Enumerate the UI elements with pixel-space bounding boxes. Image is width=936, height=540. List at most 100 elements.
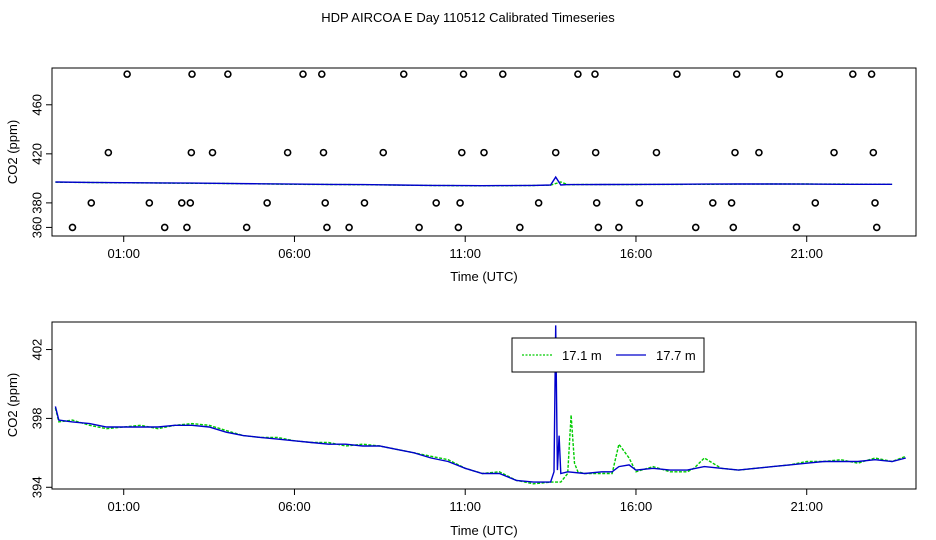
scatter-point xyxy=(652,148,661,157)
scatter-point xyxy=(263,199,271,207)
top-y-tick-label: 420 xyxy=(29,143,44,165)
scatter-point xyxy=(186,199,195,207)
scatter-point xyxy=(319,148,328,157)
bottom-y-tick-label: 394 xyxy=(29,476,44,498)
scatter-point xyxy=(187,148,196,157)
top-y-tick-label: 360 xyxy=(29,217,44,239)
scatter-point xyxy=(188,70,196,78)
top-x-tick-label: 06:00 xyxy=(278,246,311,261)
scatter-point xyxy=(775,70,784,78)
scatter-point xyxy=(283,148,292,157)
scatter-point xyxy=(242,223,251,232)
bottom-y-tick-label: 402 xyxy=(29,339,44,361)
scatter-point xyxy=(480,148,488,157)
scatter-point xyxy=(317,70,326,78)
scatter-point xyxy=(849,70,857,78)
top-x-tick-label: 11:00 xyxy=(449,246,481,261)
bottom-series-lines xyxy=(54,325,907,485)
scatter-point xyxy=(454,223,463,232)
scatter-point xyxy=(160,223,169,232)
bottom-x-tick-label: 21:00 xyxy=(790,499,823,514)
scatter-point xyxy=(673,70,681,78)
scatter-point xyxy=(323,223,331,232)
scatter-point xyxy=(551,148,560,157)
scatter-point xyxy=(574,70,582,78)
scatter-point xyxy=(299,70,307,78)
scatter-point xyxy=(591,148,600,157)
scatter-point xyxy=(177,199,186,207)
legend-label-17-7m: 17.7 m xyxy=(656,348,696,363)
scatter-point xyxy=(591,70,599,78)
scatter-point xyxy=(345,223,353,232)
scatter-point xyxy=(399,70,408,78)
legend-box xyxy=(511,337,705,373)
scatter-point xyxy=(727,199,736,207)
scatter-point xyxy=(811,199,820,207)
scatter-point xyxy=(321,199,330,207)
bottom-panel: 01:00 06:00 11:00 16:00 21:00 394 398 402 Time… xyxy=(5,321,917,538)
top-x-tick-label: 01:00 xyxy=(107,246,140,261)
scatter-point xyxy=(458,148,466,157)
scatter-point xyxy=(869,148,878,157)
scatter-point xyxy=(68,223,77,232)
scatter-point xyxy=(145,199,154,207)
scatter-point xyxy=(872,223,881,232)
scatter-point xyxy=(592,199,601,207)
top-series-lines xyxy=(55,175,893,187)
bottom-x-tick-label: 16:00 xyxy=(620,499,653,514)
top-series-line-17-7-m xyxy=(55,175,893,187)
scatter-point xyxy=(183,223,191,232)
scatter-point xyxy=(516,223,524,232)
scatter-point xyxy=(208,148,217,157)
scatter-point xyxy=(104,148,113,157)
bottom-x-tick-label: 11:00 xyxy=(449,499,481,514)
top-y-axis: 360 380 420 460 xyxy=(29,94,52,238)
scatter-point xyxy=(830,148,838,157)
legend-label-17-1m: 17.1 m xyxy=(562,348,602,363)
scatter-point xyxy=(224,70,232,78)
top-x-axis-label: Time (UTC) xyxy=(450,269,517,284)
scatter-point xyxy=(360,199,369,207)
top-x-tick-label: 21:00 xyxy=(790,246,823,261)
top-y-axis-label: CO2 (ppm) xyxy=(5,120,20,184)
scatter-point xyxy=(709,199,717,207)
scatter-point xyxy=(123,70,131,78)
scatter-point xyxy=(867,70,876,78)
scatter-point xyxy=(871,199,879,207)
scatter-point xyxy=(379,148,388,157)
bottom-y-tick-label: 398 xyxy=(29,408,44,430)
scatter-point xyxy=(635,199,644,207)
chart-legend: 17.1 m 17.7 m xyxy=(511,337,705,373)
top-scatter-points xyxy=(68,70,881,232)
scatter-point xyxy=(792,223,801,232)
scatter-point xyxy=(432,199,440,207)
top-panel: 01:00 06:00 11:00 16:00 21:00 360 380 420 460 T… xyxy=(5,67,917,284)
bottom-y-axis: 394 398 402 xyxy=(29,339,52,498)
scatter-point xyxy=(534,199,543,207)
scatter-point xyxy=(729,223,738,232)
top-plot-frame xyxy=(51,67,917,237)
top-x-axis: 01:00 06:00 11:00 16:00 21:00 xyxy=(107,236,823,261)
bottom-x-axis-label: Time (UTC) xyxy=(450,523,517,538)
page-title: HDP AIRCOA E Day 110512 Calibrated Times… xyxy=(321,10,615,25)
bottom-series-line-17-7-m xyxy=(54,325,906,483)
scatter-point xyxy=(732,70,741,78)
bottom-plot-frame xyxy=(51,321,917,490)
scatter-point xyxy=(456,199,464,207)
bottom-x-tick-label: 01:00 xyxy=(107,499,140,514)
scatter-point xyxy=(691,223,700,232)
scatter-point xyxy=(415,223,423,232)
scatter-point xyxy=(755,148,763,157)
scatter-point xyxy=(459,70,468,78)
bottom-x-axis: 01:00 06:00 11:00 16:00 21:00 xyxy=(107,489,823,514)
top-y-tick-label: 380 xyxy=(29,192,44,214)
scatter-point xyxy=(594,223,603,232)
scatter-point xyxy=(87,199,96,207)
top-y-tick-label: 460 xyxy=(29,94,44,116)
bottom-x-tick-label: 06:00 xyxy=(278,499,311,514)
top-x-tick-label: 16:00 xyxy=(620,246,653,261)
bottom-y-axis-label: CO2 (ppm) xyxy=(5,373,20,437)
scatter-point xyxy=(731,148,739,157)
